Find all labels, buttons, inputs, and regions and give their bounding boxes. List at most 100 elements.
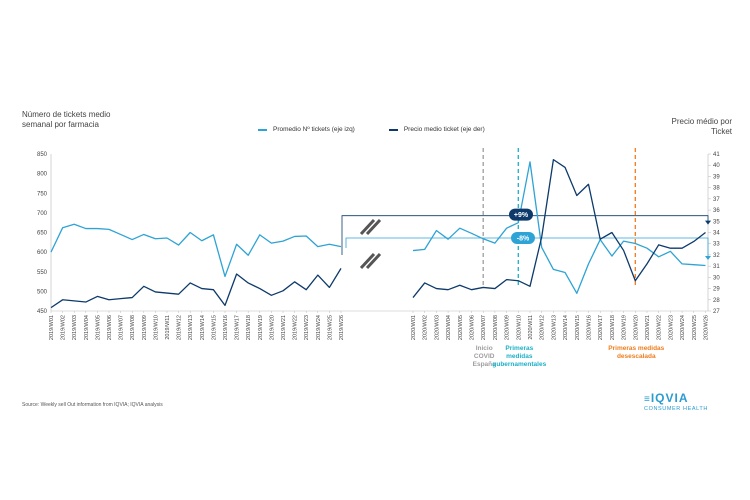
reference-label: España	[473, 361, 497, 368]
right-tick-label: 32	[713, 253, 720, 259]
x-tick-label: 2019/W26	[339, 315, 345, 340]
price-line-2020	[412, 158, 706, 298]
x-tick-label: 2020/W25	[692, 315, 698, 340]
tickets-line-2020	[412, 161, 706, 294]
right-tick-label: 36	[713, 208, 720, 214]
source-note: Source: Weekly sell Out information from…	[22, 402, 163, 408]
logo-mark-icon: ≡	[644, 394, 651, 405]
x-tick-label: 2019/W05	[95, 315, 101, 340]
x-tick-label: 2019/W11	[165, 315, 171, 340]
x-tick-label: 2019/W12	[177, 315, 183, 340]
legend-swatch-tickets	[258, 128, 267, 131]
tickets-line-2019	[50, 223, 342, 278]
reference-label: Primeras medidas	[608, 345, 664, 352]
x-tick-label: 2019/W07	[119, 315, 125, 340]
price-line-2019	[50, 268, 342, 309]
x-tick-label: 2020/W14	[563, 315, 569, 340]
right-tick-label: 41	[713, 152, 720, 158]
x-tick-label: 2019/W21	[281, 315, 287, 340]
x-tick-label: 2019/W04	[84, 315, 90, 340]
x-tick-label: 2019/W15	[211, 315, 217, 340]
x-tick-label: 2019/W03	[72, 315, 78, 340]
right-tick-label: 35	[713, 219, 720, 225]
x-tick-label: 2019/W14	[200, 315, 206, 340]
x-tick-label: 2019/W17	[235, 315, 241, 340]
right-tick-label: 39	[713, 174, 720, 180]
right-tick-label: 28	[713, 298, 720, 304]
axis-break-mark	[365, 218, 382, 236]
x-tick-label: 2020/W12	[540, 315, 546, 340]
x-tick-label: 2020/W18	[610, 315, 616, 340]
change-badge	[511, 231, 535, 244]
reference-label: Inicio	[476, 345, 493, 352]
change-badge-label: -8%	[517, 235, 530, 242]
right-tick-label: 40	[713, 163, 720, 169]
axis-break-mark	[365, 252, 382, 270]
x-tick-label: 2020/W03	[434, 315, 440, 340]
reference-label: Primeras	[505, 345, 533, 352]
logo-name: IQVIA	[650, 391, 689, 405]
x-tick-label: 2020/W22	[657, 315, 663, 340]
axis-break-mark	[359, 218, 376, 236]
right-tick-label: 31	[713, 264, 720, 270]
right-tick-label: 27	[713, 309, 720, 315]
x-tick-label: 2020/W13	[551, 315, 557, 340]
change-badge	[509, 208, 533, 221]
x-tick-label: 2019/W20	[269, 315, 275, 340]
x-tick-label: 2019/W01	[49, 315, 55, 340]
x-tick-label: 2019/W10	[153, 315, 159, 340]
x-tick-label: 2019/W18	[246, 315, 252, 340]
left-tick-label: 600	[37, 250, 48, 256]
x-tick-label: 2020/W23	[668, 315, 674, 340]
reference-label: medidas	[506, 353, 533, 360]
x-tick-label: 2020/W17	[598, 315, 604, 340]
x-tick-label: 2020/W10	[516, 315, 522, 340]
legend-swatch-price	[388, 128, 398, 131]
x-tick-label: 2020/W21	[645, 315, 651, 340]
x-tick-label: 2020/W15	[575, 315, 581, 340]
x-tick-label: 2020/W20	[633, 315, 639, 340]
x-tick-label: 2020/W11	[528, 315, 534, 340]
left-tick-label: 550	[37, 270, 48, 276]
left-tick-label: 450	[37, 309, 48, 315]
x-tick-label: 2019/W25	[327, 315, 333, 340]
axis-break-mark	[359, 252, 376, 270]
x-tick-label: 2019/W06	[107, 315, 113, 340]
right-tick-label: 38	[713, 186, 720, 192]
left-axis-title: Número de tickets medio semanal por farm…	[22, 110, 111, 129]
x-tick-label: 2020/W09	[505, 315, 511, 340]
x-tick-label: 2019/W13	[188, 315, 194, 340]
x-tick-label: 2019/W16	[223, 315, 229, 340]
tickets-arrow-icon	[705, 255, 711, 260]
x-tick-label: 2019/W22	[293, 315, 299, 340]
x-tick-label: 2019/W23	[304, 315, 310, 340]
reference-label: desescalada	[617, 353, 656, 360]
left-tick-label: 750	[37, 191, 48, 197]
left-tick-label: 500	[37, 289, 48, 295]
x-tick-label: 2020/W19	[622, 315, 628, 340]
right-axis-title: Precio médio por Ticket	[671, 117, 732, 136]
left-tick-label: 800	[37, 172, 48, 178]
x-tick-label: 2020/W02	[423, 315, 429, 340]
x-tick-label: 2020/W07	[481, 315, 487, 340]
x-tick-label: 2020/W26	[704, 315, 710, 340]
right-tick-label: 29	[713, 287, 720, 293]
x-tick-label: 2020/W01	[411, 315, 417, 340]
x-tick-label: 2019/W24	[316, 315, 322, 340]
right-tick-label: 33	[713, 242, 720, 248]
right-tick-label: 30	[713, 275, 720, 281]
legend-item-tickets: Promedio Nº tickets (eje izq)	[258, 126, 355, 133]
x-tick-label: 2020/W05	[458, 315, 464, 340]
legend-label-price: Precio medio ticket (eje der)	[403, 126, 485, 133]
reference-label: COVID	[474, 353, 495, 360]
left-tick-label: 650	[37, 231, 48, 237]
x-tick-label: 2020/W06	[470, 315, 476, 340]
reference-label: gubernamentales	[492, 361, 546, 368]
x-tick-label: 2020/W08	[493, 315, 499, 340]
logo-subtitle: CONSUMER HEALTH	[644, 406, 708, 412]
x-tick-label: 2019/W02	[61, 315, 67, 340]
x-tick-label: 2020/W24	[680, 315, 686, 340]
x-tick-label: 2019/W19	[258, 315, 264, 340]
left-tick-label: 700	[37, 211, 48, 217]
